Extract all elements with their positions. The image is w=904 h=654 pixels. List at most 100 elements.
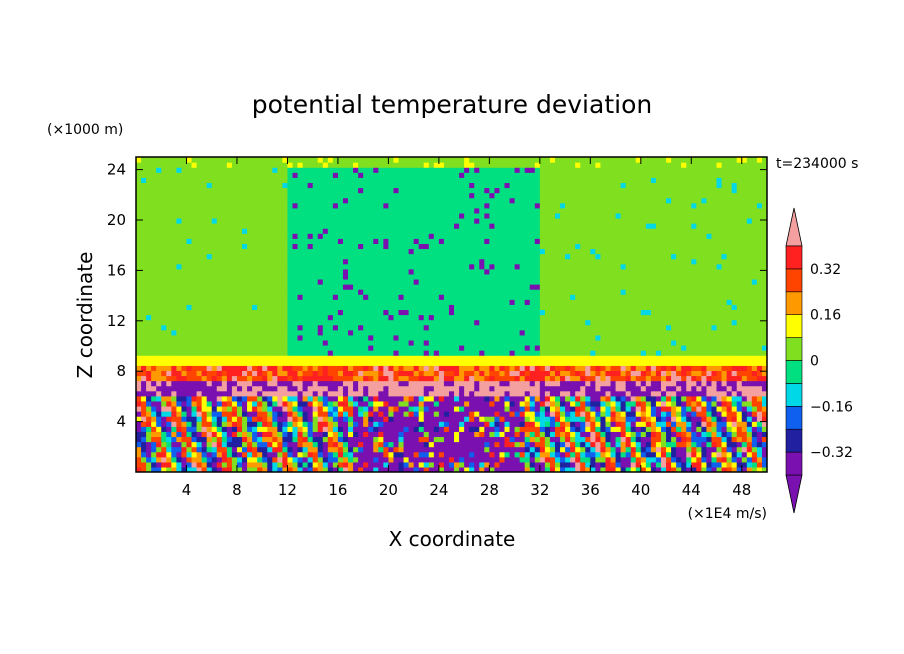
heatmap-cell [221,355,228,361]
heatmap-cell [141,334,147,341]
heatmap-cell [332,451,339,458]
heatmap-cell [464,446,470,453]
heatmap-cell [216,289,223,295]
heatmap-cell [681,314,687,321]
heatmap-cell [383,385,389,392]
heatmap-cell [292,273,299,280]
heatmap-cell [221,273,228,280]
heatmap-cell [539,426,546,432]
heatmap-cell [413,365,420,371]
heatmap-cell [529,309,536,316]
heatmap-cell [615,411,622,417]
heatmap-cell [191,431,198,438]
heatmap-cell [176,466,183,472]
heatmap-cell [236,456,243,463]
heatmap-cell [464,314,470,321]
heatmap-cell [494,334,501,341]
heatmap-cell [600,360,607,366]
heatmap-cell [484,344,490,351]
heatmap-cell [580,461,586,468]
heatmap-cell [348,365,354,371]
heatmap-cell [221,375,228,382]
heatmap-cell [671,278,677,285]
heatmap-cell [655,284,662,290]
heatmap-cell [171,268,177,275]
heatmap-cell [575,411,581,417]
heatmap-cell [716,400,723,407]
heatmap-cell [201,451,208,458]
heatmap-cell [590,426,596,432]
heatmap-cell [413,329,420,336]
heatmap-cell [655,299,662,305]
heatmap-cell [186,431,193,438]
heatmap-cell [479,289,485,295]
heatmap-cell [711,344,718,351]
heatmap-cell [413,375,420,382]
heatmap-cell [686,411,692,417]
heatmap-cell [615,441,622,448]
heatmap-cell [141,299,147,305]
heatmap-cell [196,284,203,290]
heatmap-cell [534,436,541,443]
heatmap-cell [156,329,162,336]
heatmap-cell [176,416,183,422]
heatmap-cell [201,416,208,422]
heatmap-cell [151,370,157,377]
heatmap-cell [726,380,733,387]
heatmap-cell [549,456,556,463]
heatmap-cell [514,355,521,361]
heatmap-cell [358,451,364,458]
heatmap-cell [696,309,702,316]
heatmap-cell [595,436,602,443]
heatmap-cell [459,405,465,412]
heatmap-cell [433,319,440,326]
heatmap-cell [332,461,339,468]
heatmap-cell [640,380,647,387]
heatmap-cell [368,400,374,407]
heatmap-cell [640,446,647,453]
heatmap-cell [433,466,440,472]
heatmap-cell [519,405,526,412]
heatmap-cell [277,431,283,438]
heatmap-cell [554,421,561,427]
heatmap-cell [605,284,612,290]
heatmap-cell [625,405,632,412]
heatmap-cell [363,324,369,331]
heatmap-cell [514,375,521,382]
heatmap-cell [388,426,395,432]
heatmap-cell [428,461,435,468]
heatmap-cell [726,436,733,443]
heatmap-cell [640,273,647,280]
heatmap-cell [438,411,445,417]
heatmap-cell [711,405,718,412]
heatmap-cell [146,294,152,300]
heatmap-cell [650,294,657,300]
heatmap-cell [368,395,374,402]
heatmap-cell [206,268,213,275]
heatmap-cell [292,375,299,382]
heatmap-cell [181,334,188,341]
heatmap-cell [756,304,763,311]
heatmap-cell [388,375,395,382]
heatmap-cell [332,360,339,366]
heatmap-cell [650,314,657,321]
heatmap-cell [216,436,223,443]
heatmap-cell [317,344,324,351]
heatmap-cell [534,360,541,366]
heatmap-cell [418,416,425,422]
heatmap-cell [363,365,369,371]
heatmap-cell [408,375,415,382]
heatmap-cell [509,380,516,387]
heatmap-cell [519,339,526,346]
heatmap-cell [161,375,167,382]
heatmap-cell [549,390,556,397]
heatmap-cell [605,375,612,382]
heatmap-cell [423,273,430,280]
heatmap-cell [312,329,319,336]
heatmap-cell [186,289,193,295]
heatmap-cell [635,339,642,346]
heatmap-cell [544,355,551,361]
heatmap-cell [378,273,384,280]
heatmap-cell [696,289,702,295]
heatmap-cell [660,370,667,377]
